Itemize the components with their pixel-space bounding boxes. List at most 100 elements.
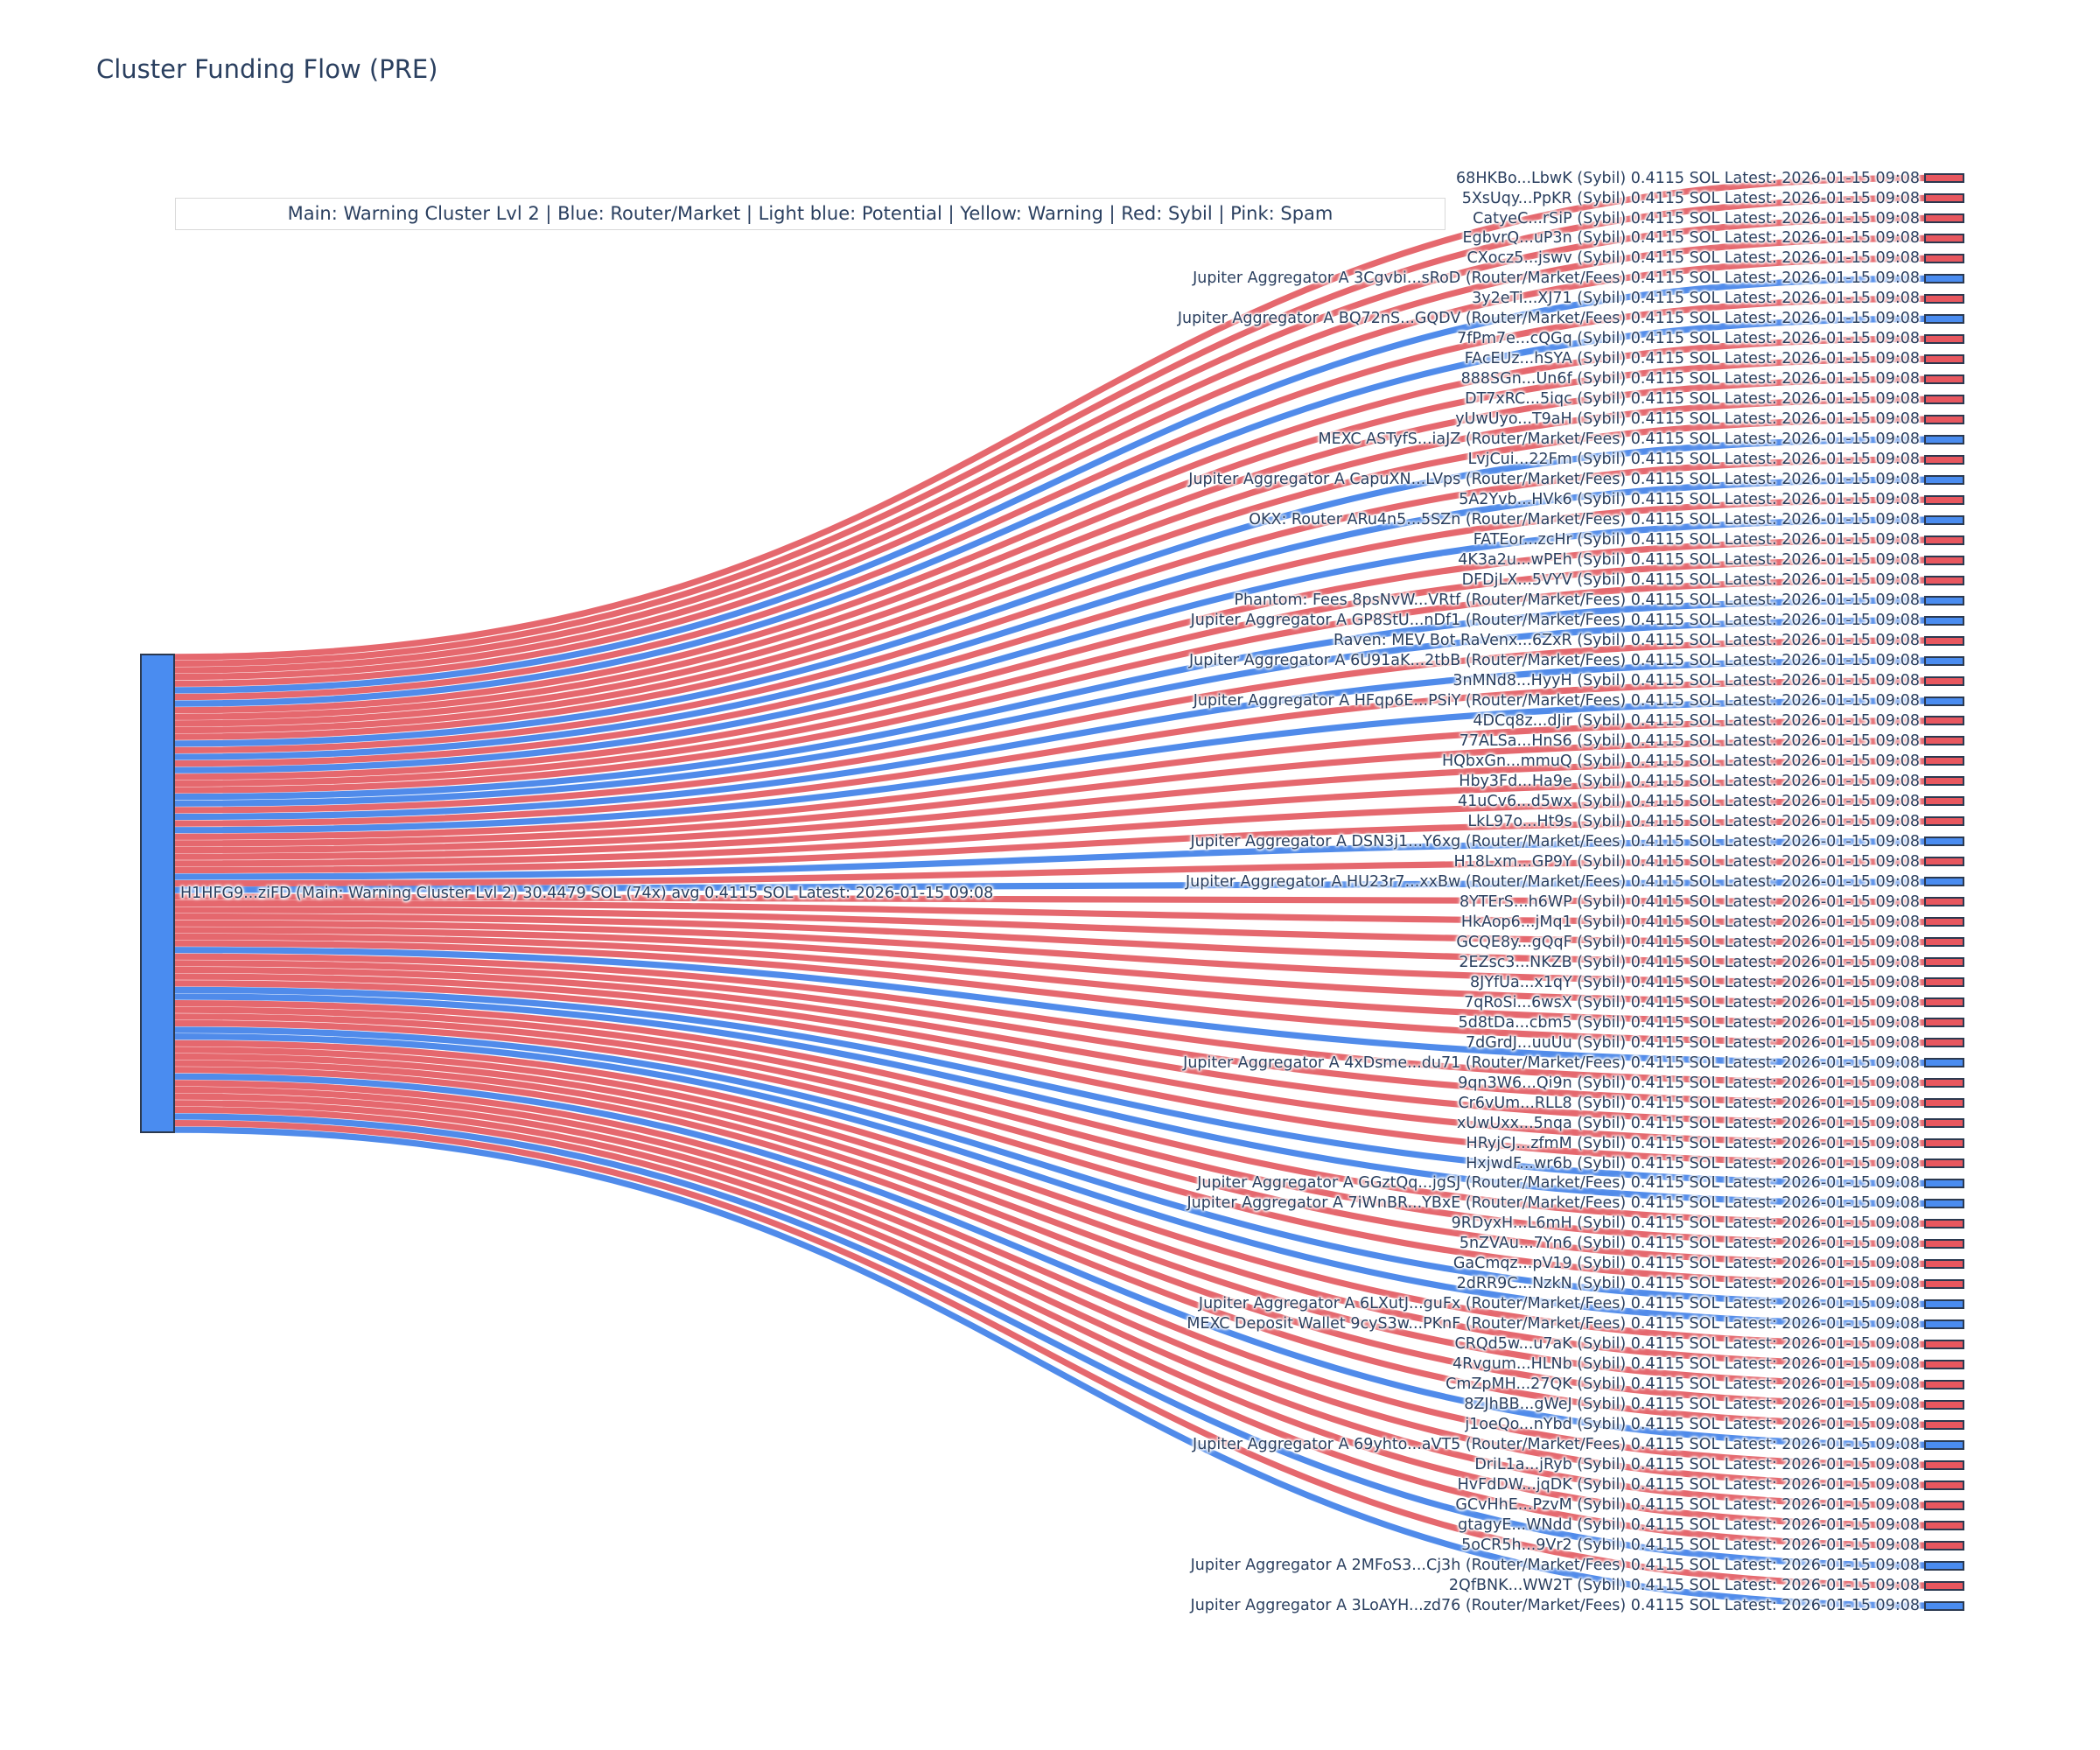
sankey-link[interactable]: [174, 993, 1925, 1207]
sankey-link[interactable]: [174, 1067, 1925, 1428]
sankey-link[interactable]: [174, 315, 1925, 707]
sankey-link[interactable]: [174, 1093, 1925, 1508]
sankey-link[interactable]: [174, 953, 1925, 1087]
sankey-link[interactable]: [174, 1073, 1925, 1448]
sankey-link[interactable]: [174, 214, 1925, 674]
target-node[interactable]: [1924, 514, 1964, 525]
sankey-link[interactable]: [174, 275, 1925, 694]
target-node[interactable]: [1924, 1158, 1964, 1168]
target-node[interactable]: [1924, 857, 1964, 867]
sankey-link[interactable]: [174, 234, 1925, 681]
target-node[interactable]: [1924, 253, 1964, 263]
target-node[interactable]: [1924, 897, 1964, 907]
target-node[interactable]: [1924, 1178, 1964, 1188]
target-node[interactable]: [1924, 454, 1964, 465]
target-node[interactable]: [1924, 313, 1964, 324]
sankey-link[interactable]: [174, 914, 1925, 966]
sankey-link[interactable]: [174, 973, 1925, 1147]
sankey-link[interactable]: [174, 900, 1925, 926]
sankey-link[interactable]: [174, 657, 1925, 821]
target-node[interactable]: [1924, 494, 1964, 505]
target-node[interactable]: [1924, 836, 1964, 847]
sankey-link[interactable]: [174, 927, 1925, 1006]
target-node[interactable]: [1924, 595, 1964, 606]
target-node[interactable]: [1924, 1460, 1964, 1470]
sankey-link[interactable]: [174, 516, 1925, 774]
target-node[interactable]: [1924, 957, 1964, 968]
target-node[interactable]: [1924, 333, 1964, 344]
sankey-link[interactable]: [174, 1026, 1925, 1307]
target-node[interactable]: [1924, 1319, 1964, 1329]
target-node[interactable]: [1924, 1540, 1964, 1550]
sankey-link[interactable]: [174, 556, 1925, 787]
sankey-link[interactable]: [174, 194, 1925, 667]
sankey-link[interactable]: [174, 893, 1925, 906]
target-node[interactable]: [1924, 816, 1964, 827]
target-node[interactable]: [1924, 535, 1964, 545]
sankey-link[interactable]: [174, 536, 1925, 780]
sankey-link[interactable]: [174, 798, 1925, 867]
source-node[interactable]: [140, 654, 175, 1133]
sankey-link[interactable]: [174, 1000, 1925, 1227]
target-node[interactable]: [1924, 1258, 1964, 1269]
sankey-link[interactable]: [174, 940, 1925, 1046]
target-node[interactable]: [1924, 877, 1964, 887]
sankey-link[interactable]: [174, 677, 1925, 827]
sankey-link[interactable]: [174, 1053, 1925, 1388]
target-node[interactable]: [1924, 214, 1964, 223]
sankey-link[interactable]: [174, 1040, 1925, 1348]
target-node[interactable]: [1924, 555, 1964, 565]
target-node[interactable]: [1924, 796, 1964, 807]
sankey-link[interactable]: [174, 1060, 1925, 1408]
sankey-link[interactable]: [174, 838, 1925, 880]
sankey-link[interactable]: [174, 1019, 1925, 1287]
sankey-link[interactable]: [174, 1113, 1925, 1569]
sankey-link[interactable]: [174, 778, 1925, 860]
sankey-link[interactable]: [174, 1086, 1925, 1488]
target-node[interactable]: [1924, 756, 1964, 766]
sankey-link[interactable]: [174, 1033, 1925, 1327]
target-node[interactable]: [1924, 1058, 1964, 1068]
target-node[interactable]: [1924, 1078, 1964, 1088]
sankey-link[interactable]: [174, 396, 1925, 734]
target-node[interactable]: [1924, 736, 1964, 746]
sankey-link[interactable]: [174, 947, 1925, 1067]
target-node[interactable]: [1924, 394, 1964, 404]
target-node[interactable]: [1924, 1118, 1964, 1128]
sankey-link[interactable]: [174, 496, 1925, 767]
sankey-link[interactable]: [174, 1013, 1925, 1267]
sankey-link[interactable]: [174, 476, 1925, 760]
sankey-link[interactable]: [174, 637, 1925, 814]
sankey-link[interactable]: [174, 758, 1925, 854]
target-node[interactable]: [1924, 173, 1964, 183]
sankey-link[interactable]: [174, 697, 1925, 834]
sankey-link[interactable]: [174, 456, 1925, 753]
sankey-link[interactable]: [174, 255, 1925, 687]
target-node[interactable]: [1924, 414, 1964, 424]
sankey-link[interactable]: [174, 906, 1925, 946]
sankey-link[interactable]: [174, 1006, 1925, 1247]
sankey-link[interactable]: [174, 375, 1925, 727]
target-node[interactable]: [1924, 1399, 1964, 1410]
target-node[interactable]: [1924, 1600, 1964, 1611]
target-node[interactable]: [1924, 1359, 1964, 1369]
sankey-link[interactable]: [174, 295, 1925, 701]
target-node[interactable]: [1924, 1018, 1964, 1028]
sankey-link[interactable]: [174, 416, 1925, 740]
target-node[interactable]: [1924, 374, 1964, 384]
sankey-link[interactable]: [174, 738, 1925, 847]
sankey-link[interactable]: [174, 1106, 1925, 1549]
sankey-link[interactable]: [174, 1080, 1925, 1468]
sankey-link[interactable]: [174, 980, 1925, 1167]
target-node[interactable]: [1924, 1500, 1964, 1510]
target-node[interactable]: [1924, 474, 1964, 485]
target-node[interactable]: [1924, 1419, 1964, 1430]
target-node[interactable]: [1924, 696, 1964, 706]
sankey-link[interactable]: [174, 597, 1925, 801]
sankey-link[interactable]: [174, 966, 1925, 1127]
target-node[interactable]: [1924, 937, 1964, 948]
target-node[interactable]: [1924, 655, 1964, 666]
target-node[interactable]: [1924, 273, 1964, 284]
sankey-link[interactable]: [174, 174, 1925, 661]
target-node[interactable]: [1924, 1520, 1964, 1530]
